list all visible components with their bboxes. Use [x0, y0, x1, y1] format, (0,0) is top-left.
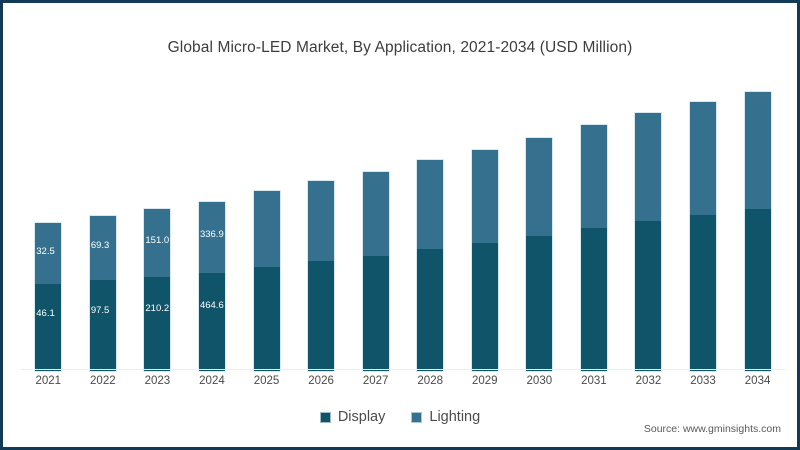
- bar-group[interactable]: 151.0 210.2: [130, 77, 185, 371]
- bar-segment-lighting[interactable]: [417, 160, 444, 249]
- bar-segment-display[interactable]: [744, 209, 771, 371]
- bar-group[interactable]: [294, 77, 349, 371]
- bar-group[interactable]: [621, 77, 676, 371]
- bar-segment-display[interactable]: 464.6: [198, 273, 225, 371]
- x-axis-tick-label: 2026: [308, 375, 334, 387]
- bar-value-label-display: 97.5: [90, 305, 110, 317]
- bar-segment-display[interactable]: [417, 249, 444, 371]
- x-axis-tick-label: 2034: [744, 375, 771, 387]
- stacked-bar[interactable]: [253, 191, 280, 371]
- x-axis-tick-label: 2027: [362, 375, 389, 387]
- x-axis-tick-label: 2023: [144, 375, 171, 387]
- bar-group[interactable]: [676, 77, 731, 371]
- bar-group[interactable]: [567, 77, 622, 371]
- bar-value-label-lighting: 151.0: [145, 234, 170, 246]
- stacked-bar[interactable]: [580, 125, 607, 371]
- bar-segment-display[interactable]: [253, 267, 280, 371]
- bar-segment-lighting[interactable]: [690, 102, 717, 215]
- bar-segment-lighting[interactable]: [471, 150, 498, 243]
- bar-segment-display[interactable]: 46.1: [35, 284, 62, 371]
- stacked-bar[interactable]: [526, 138, 553, 371]
- bar-segment-lighting[interactable]: [308, 181, 335, 261]
- bar-value-label-display: 464.6: [199, 300, 224, 312]
- x-axis-tick-label: 2030: [526, 375, 553, 387]
- x-axis-tick-label: 2032: [635, 375, 662, 387]
- bar-value-label-lighting: 336.9: [199, 228, 224, 240]
- bar-segment-lighting[interactable]: 151.0: [144, 209, 171, 277]
- bar-group[interactable]: [239, 77, 294, 371]
- bar-segment-lighting[interactable]: [362, 172, 389, 256]
- bar-segment-lighting[interactable]: [580, 125, 607, 228]
- bar-segment-lighting[interactable]: [253, 191, 280, 267]
- bar-value-label-lighting: 69.3: [90, 240, 110, 252]
- bar-segment-lighting[interactable]: 336.9: [198, 202, 225, 273]
- x-axis-tick-label: 2033: [690, 375, 716, 387]
- bar-segment-display[interactable]: [526, 236, 553, 371]
- bar-group[interactable]: 336.9 464.6: [185, 77, 240, 371]
- legend-item-display[interactable]: Display: [319, 409, 386, 425]
- bar-group[interactable]: [730, 77, 785, 371]
- bar-segment-display[interactable]: [635, 221, 662, 371]
- bar-segment-lighting[interactable]: 32.5: [35, 223, 62, 284]
- stacked-bar[interactable]: [308, 181, 335, 371]
- chart-title: Global Micro-LED Market, By Application,…: [167, 39, 633, 56]
- bar-segment-lighting[interactable]: [635, 113, 662, 221]
- bar-group[interactable]: [348, 77, 403, 371]
- x-axis-tick-label: 2021: [35, 375, 62, 387]
- bar-segment-lighting[interactable]: [526, 138, 553, 236]
- bar-segment-display[interactable]: 97.5: [89, 280, 116, 371]
- stacked-bar[interactable]: [417, 160, 444, 371]
- source-attribution: Source: www.gminsights.com: [643, 423, 781, 435]
- stacked-bar[interactable]: [362, 172, 389, 371]
- bar-group[interactable]: 69.3 97.5: [76, 77, 131, 371]
- bar-segment-display[interactable]: [690, 215, 717, 371]
- chart-legend: Display Lighting: [3, 409, 797, 425]
- stacked-bar[interactable]: [744, 92, 771, 371]
- bar-value-label-display: 46.1: [36, 308, 55, 320]
- legend-swatch-icon: [319, 411, 331, 423]
- x-axis-tick-label: 2024: [199, 375, 225, 387]
- legend-swatch-icon: [411, 411, 423, 423]
- bar-value-label-display: 210.2: [145, 303, 170, 315]
- bar-segment-lighting[interactable]: [744, 92, 771, 209]
- bar-segment-display[interactable]: [580, 228, 607, 371]
- bar-segment-display[interactable]: [362, 256, 389, 371]
- stacked-bar[interactable]: [635, 113, 662, 371]
- x-axis-tick-label: 2025: [253, 375, 280, 387]
- legend-label: Lighting: [429, 409, 481, 425]
- stacked-bar[interactable]: 336.9 464.6: [198, 202, 225, 371]
- legend-item-lighting[interactable]: Lighting: [411, 409, 480, 425]
- stacked-bar[interactable]: 32.5 46.1: [35, 223, 62, 371]
- bar-segment-display[interactable]: [471, 243, 498, 371]
- stacked-bar[interactable]: [471, 150, 498, 371]
- bar-series-layer: 32.5 46.1 69.3 97.5 151.0 210.2 336.9 464.6: [21, 77, 785, 371]
- x-axis-tick-label: 2028: [417, 375, 443, 387]
- stacked-bar[interactable]: [690, 102, 717, 371]
- bar-segment-display[interactable]: [308, 261, 335, 371]
- axis-baseline: [21, 369, 785, 370]
- bar-segment-lighting[interactable]: 69.3: [89, 216, 116, 280]
- bar-segment-display[interactable]: 210.2: [144, 277, 171, 371]
- x-axis-tick-label: 2029: [471, 375, 498, 387]
- bar-group[interactable]: 32.5 46.1: [21, 77, 76, 371]
- x-axis-tick-label: 2022: [90, 375, 116, 387]
- stacked-bar[interactable]: 151.0 210.2: [144, 209, 171, 371]
- bar-value-label-lighting: 32.5: [36, 246, 55, 258]
- x-axis-tick-label: 2031: [581, 375, 607, 387]
- plot-area: 32.5 46.1 69.3 97.5 151.0 210.2 336.9 464.6: [21, 75, 785, 371]
- legend-label: Display: [337, 409, 386, 425]
- bar-group[interactable]: [512, 77, 567, 371]
- bar-group[interactable]: [458, 77, 513, 371]
- bar-group[interactable]: [403, 77, 458, 371]
- stacked-bar[interactable]: 69.3 97.5: [89, 216, 116, 371]
- x-axis-labels: 2021 2022 2023 2024 2025 2026 2027 2028 2029 2030…: [21, 375, 785, 387]
